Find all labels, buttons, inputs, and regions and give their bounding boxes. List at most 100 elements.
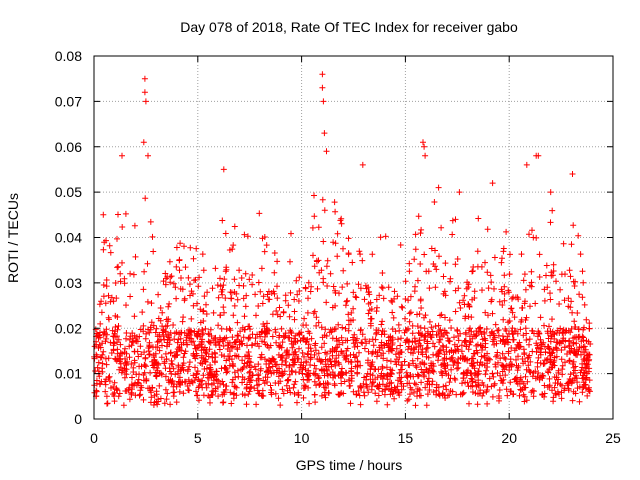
data-point [253,312,259,319]
data-point [187,292,193,299]
data-point [562,359,568,366]
data-point [512,375,519,382]
data-point [345,377,352,384]
data-point [474,341,481,348]
data-point [442,314,448,321]
data-point [98,309,105,316]
data-point [454,328,461,334]
data-point [307,354,314,361]
data-point [215,294,222,301]
data-point [484,364,491,370]
data-point [114,314,121,320]
data-point [293,277,300,284]
data-point [442,260,449,267]
data-point [241,231,248,238]
data-point [231,383,238,390]
data-point [466,327,472,334]
data-point [334,230,341,237]
data-point [220,282,227,289]
data-point [522,298,528,305]
data-point [398,335,404,342]
data-point [498,259,505,266]
data-point [279,386,286,393]
data-point [259,328,266,335]
data-point [437,347,444,354]
data-point [219,291,226,298]
data-point [94,364,101,371]
data-point [499,288,506,295]
data-point [453,391,460,398]
data-point [234,332,241,339]
data-point [576,398,583,405]
data-point [587,341,594,347]
data-point [154,344,161,351]
data-point [438,311,445,318]
data-point [477,359,484,366]
data-point [449,231,456,238]
data-point [441,288,448,295]
data-point [501,341,508,348]
data-point [220,343,227,349]
data-point [446,338,453,345]
data-point [381,342,388,349]
data-point [415,372,422,379]
data-point [315,224,322,231]
data-point [183,334,190,341]
data-point [479,392,486,399]
data-point [102,388,109,395]
data-point [193,352,200,359]
data-point [353,294,360,301]
data-point [350,289,357,296]
data-point [521,398,528,405]
data-point [181,297,188,304]
data-point [384,401,391,408]
data-point [491,285,497,292]
data-point [511,376,518,383]
data-point [378,370,385,377]
data-point [494,349,501,356]
data-point [203,301,209,308]
data-point [221,276,228,283]
data-point [219,217,226,224]
data-point [369,372,376,379]
data-point [537,314,544,321]
data-point [192,374,199,381]
data-point [339,365,345,372]
data-point [484,400,491,407]
data-point [229,379,236,386]
data-point [497,355,504,362]
data-point [142,355,149,362]
data-point [359,331,366,338]
data-point [302,366,309,372]
data-point [231,223,238,230]
data-point [304,309,311,316]
data-point [407,391,413,398]
data-point [512,294,519,301]
data-point [582,346,589,353]
data-point [522,286,529,293]
data-point [202,349,209,356]
data-point [495,359,501,366]
data-point [579,389,586,396]
data-point [170,365,177,372]
data-point [220,399,227,406]
data-point [286,351,293,358]
data-point [424,391,431,398]
data-point [307,362,314,368]
data-point [220,389,227,396]
data-point [488,279,495,286]
data-point [502,356,509,362]
data-point [567,349,574,356]
data-point [276,334,282,341]
data-point [301,353,307,360]
data-point [518,251,525,258]
data-point [150,322,157,329]
data-point [338,334,345,341]
data-point [526,336,533,343]
data-point [94,353,100,360]
data-point [398,374,405,381]
data-point [565,295,572,302]
data-point [580,326,587,333]
data-point [194,368,201,375]
data-point [387,370,394,376]
